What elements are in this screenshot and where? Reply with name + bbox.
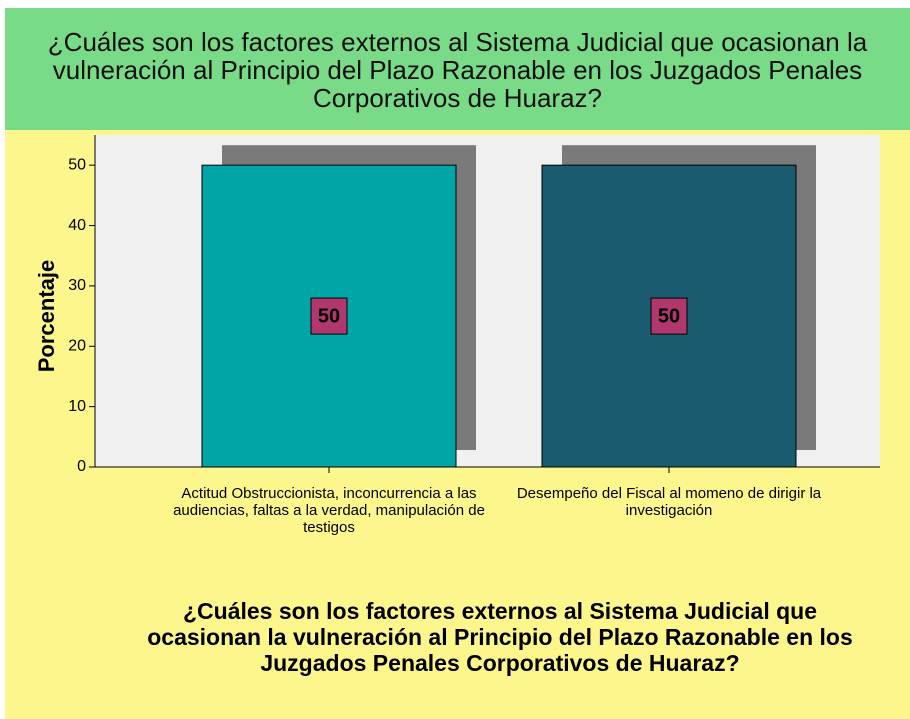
y-tick-label: 20 [68,337,86,354]
y-tick-label: 50 [68,156,86,173]
data-label: 50 [318,305,340,327]
title-band [5,8,910,130]
y-tick-label: 0 [77,458,86,475]
data-label-box [310,297,348,335]
data-label-box [650,297,688,335]
y-tick-label: 10 [68,398,86,415]
y-tick-label: 30 [68,277,86,294]
x-axis-title: ¿Cuáles son los factores externos al Sis… [147,598,853,676]
y-axis-title: Porcentaje [34,260,59,373]
x-tick-label: Actitud Obstruccionista, inconcurrencia … [173,485,485,536]
data-label: 50 [658,305,680,327]
x-tick-label: Desempeño del Fiscal al momeno de dirigi… [516,485,822,519]
y-tick-label: 40 [68,217,86,234]
chart-title: ¿Cuáles son los factores externos al Sis… [47,27,868,113]
